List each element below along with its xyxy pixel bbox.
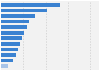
Bar: [1, 14, 34, 18]
Bar: [1, 59, 13, 62]
Bar: [1, 20, 29, 23]
Bar: [1, 31, 24, 35]
Bar: [1, 48, 18, 51]
Bar: [1, 64, 8, 68]
Bar: [1, 3, 60, 7]
Bar: [1, 53, 15, 57]
Bar: [1, 25, 27, 29]
Bar: [1, 36, 22, 40]
Bar: [1, 9, 47, 12]
Bar: [1, 42, 19, 46]
